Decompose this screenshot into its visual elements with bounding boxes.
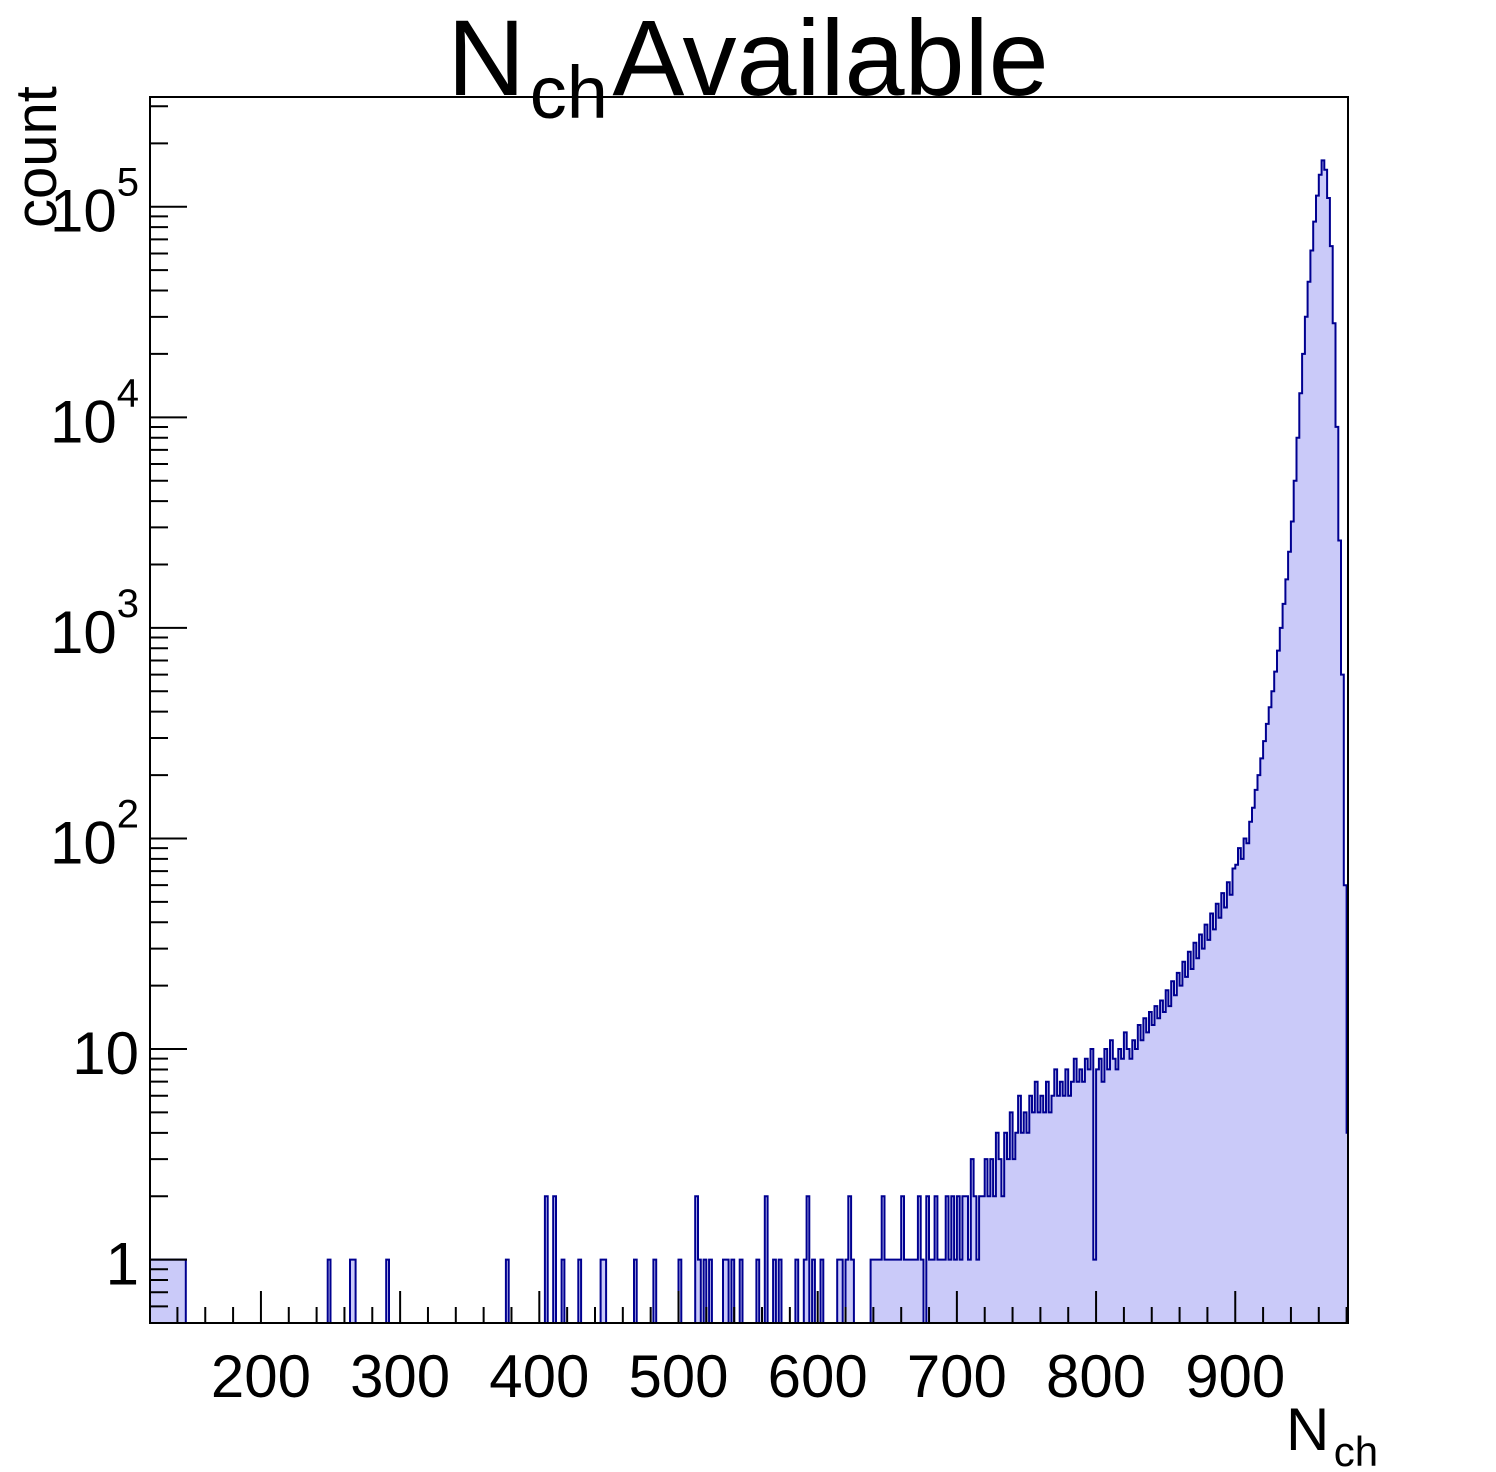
y-tick-mantissa: 1 [106,1231,139,1298]
x-tick-label: 700 [907,1343,1007,1410]
plot-frame [149,96,1349,1324]
y-tick-label: 102 [50,792,139,876]
y-tick-label: 104 [50,371,139,455]
histogram-series [149,159,1349,1324]
x-axis-title: N ch [1286,1396,1378,1472]
y-tick-exponent: 2 [117,792,139,836]
x-tick-label: 800 [1046,1343,1146,1410]
y-tick-label: 1 [106,1231,139,1298]
y-tick-mantissa: 10 [50,809,117,876]
x-tick-label: 200 [211,1343,311,1410]
y-tick-exponent: 5 [117,161,139,205]
x-tick-label: 300 [350,1343,450,1410]
y-tick-mantissa: 10 [50,178,117,245]
y-tick-label: 105 [50,161,139,245]
histogram-area [149,159,1349,1324]
y-tick-mantissa: 10 [72,1020,139,1087]
x-tick-label: 500 [628,1343,728,1410]
y-tick-label: 103 [50,582,139,666]
x-axis: 200 300 400 500 600 700 800 900 [176,1291,1348,1410]
y-tick-mantissa: 10 [50,599,117,666]
y-tick-exponent: 3 [117,582,139,626]
x-tick-label: 600 [768,1343,868,1410]
x-tick-label: 400 [489,1343,589,1410]
chart-title: N ch Available [447,0,1048,134]
y-tick-label: 10 [72,1020,139,1087]
y-tick-mantissa: 10 [50,388,117,455]
y-axis-title: count [4,86,69,228]
x-tick-label: 900 [1185,1343,1285,1410]
y-tick-exponent: 4 [117,371,139,415]
